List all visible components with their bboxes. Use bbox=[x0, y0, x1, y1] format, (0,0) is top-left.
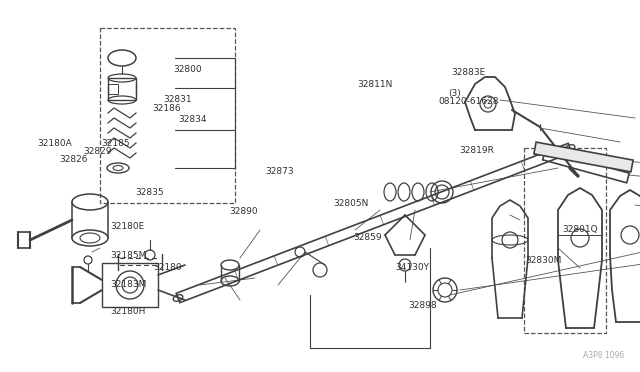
Text: 32185: 32185 bbox=[101, 139, 130, 148]
Text: (3): (3) bbox=[448, 89, 461, 98]
Bar bbox=[108, 78, 136, 100]
Text: A3P8 1096: A3P8 1096 bbox=[583, 351, 624, 360]
Text: 32819R: 32819R bbox=[460, 146, 494, 155]
Text: 32890: 32890 bbox=[229, 207, 258, 216]
Bar bbox=[524, 148, 606, 333]
Text: 32811N: 32811N bbox=[357, 80, 392, 89]
Text: 32186: 32186 bbox=[152, 104, 181, 113]
Text: 32873: 32873 bbox=[266, 167, 294, 176]
Text: 32180H: 32180H bbox=[110, 307, 145, 316]
Text: 34130Y: 34130Y bbox=[396, 263, 429, 272]
Bar bbox=[102, 263, 158, 307]
Text: 32835: 32835 bbox=[136, 188, 164, 197]
Text: 32834: 32834 bbox=[178, 115, 207, 124]
Text: 08120-61628: 08120-61628 bbox=[438, 97, 499, 106]
Text: 32801Q: 32801Q bbox=[562, 225, 598, 234]
Polygon shape bbox=[534, 142, 633, 172]
Text: 32805N: 32805N bbox=[333, 199, 368, 208]
Bar bbox=[100, 28, 235, 203]
Text: 32185M: 32185M bbox=[110, 251, 147, 260]
Text: 32180A: 32180A bbox=[37, 139, 72, 148]
Text: 32883E: 32883E bbox=[451, 68, 486, 77]
Bar bbox=[108, 84, 118, 94]
Text: 32183M: 32183M bbox=[110, 280, 147, 289]
Text: 32180: 32180 bbox=[154, 263, 182, 272]
Text: 32829: 32829 bbox=[83, 147, 112, 156]
Text: 32180E: 32180E bbox=[110, 222, 145, 231]
Text: 32898: 32898 bbox=[408, 301, 437, 310]
Text: 32859: 32859 bbox=[353, 233, 382, 242]
Text: 32800: 32800 bbox=[173, 65, 202, 74]
Text: 32831: 32831 bbox=[163, 95, 192, 104]
Text: 32826: 32826 bbox=[60, 155, 88, 164]
Text: 32830M: 32830M bbox=[525, 256, 561, 265]
